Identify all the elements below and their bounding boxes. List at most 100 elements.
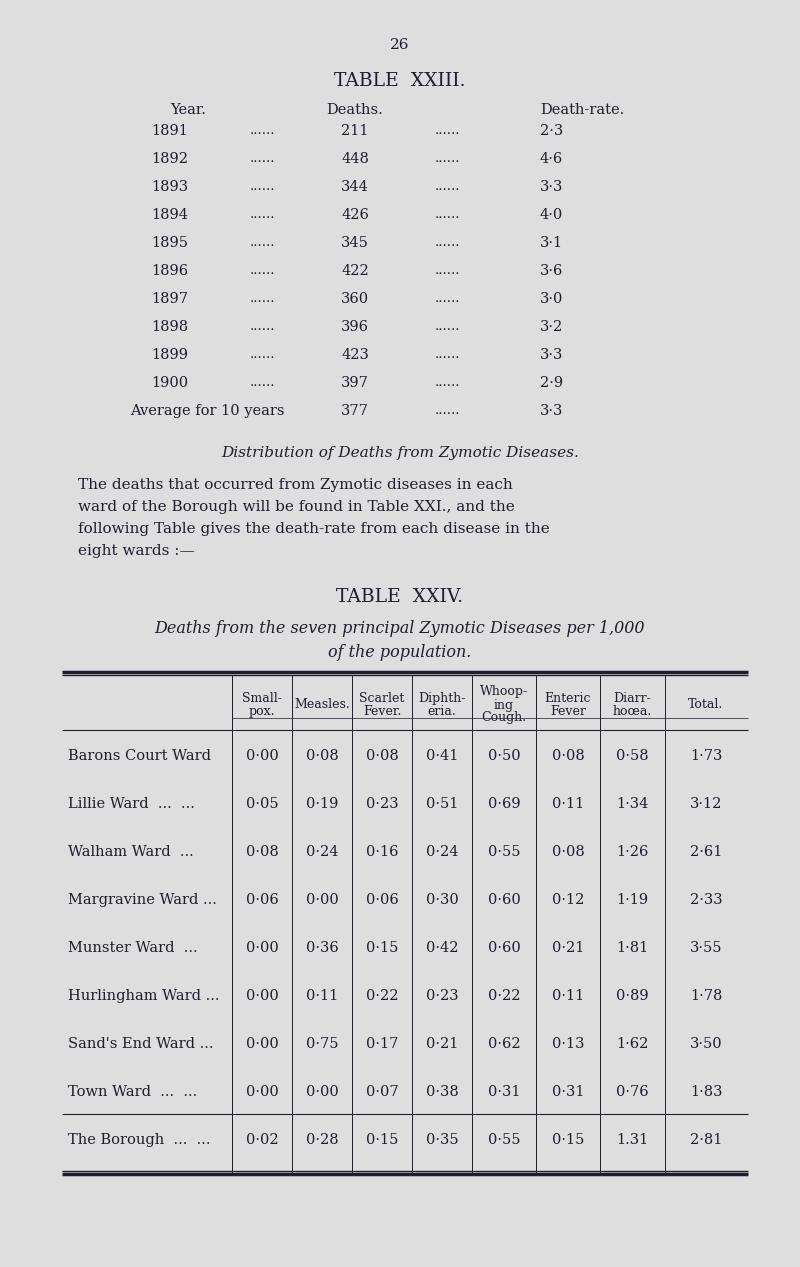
- Text: 0·69: 0·69: [488, 797, 520, 811]
- Text: 0·08: 0·08: [552, 845, 584, 859]
- Text: eight wards :—: eight wards :—: [78, 544, 194, 557]
- Text: Margravine Ward ...: Margravine Ward ...: [68, 893, 217, 907]
- Text: TABLE  XXIV.: TABLE XXIV.: [337, 588, 463, 606]
- Text: 3·3: 3·3: [540, 404, 563, 418]
- Text: hoœa.: hoœa.: [612, 704, 652, 718]
- Text: 0·06: 0·06: [246, 893, 278, 907]
- Text: 0·23: 0·23: [366, 797, 398, 811]
- Text: Munster Ward  ...: Munster Ward ...: [68, 941, 198, 955]
- Text: 0·07: 0·07: [366, 1085, 398, 1098]
- Text: ward of the Borough will be found in Table XXI., and the: ward of the Borough will be found in Tab…: [78, 500, 514, 514]
- Text: pox.: pox.: [249, 704, 275, 718]
- Text: 211: 211: [342, 124, 369, 138]
- Text: 0·51: 0·51: [426, 797, 458, 811]
- Text: 0·06: 0·06: [366, 893, 398, 907]
- Text: 0·31: 0·31: [488, 1085, 520, 1098]
- Text: ......: ......: [250, 236, 275, 250]
- Text: ......: ......: [250, 348, 275, 361]
- Text: 0·15: 0·15: [366, 941, 398, 955]
- Text: Diarr-: Diarr-: [613, 692, 651, 704]
- Text: 0·00: 0·00: [246, 1085, 278, 1098]
- Text: 0·11: 0·11: [552, 990, 584, 1003]
- Text: 0·21: 0·21: [426, 1036, 458, 1052]
- Text: 3·0: 3·0: [540, 291, 563, 307]
- Text: Cough.: Cough.: [482, 712, 526, 725]
- Text: 0·38: 0·38: [426, 1085, 458, 1098]
- Text: Town Ward  ...  ...: Town Ward ... ...: [68, 1085, 198, 1098]
- Text: 344: 344: [341, 180, 369, 194]
- Text: 3·2: 3·2: [540, 321, 563, 334]
- Text: 0·08: 0·08: [366, 749, 398, 763]
- Text: 0·50: 0·50: [488, 749, 520, 763]
- Text: 1900: 1900: [151, 376, 189, 390]
- Text: 2·33: 2·33: [690, 893, 722, 907]
- Text: 0·15: 0·15: [552, 1133, 584, 1147]
- Text: 0·75: 0·75: [306, 1036, 338, 1052]
- Text: 1897: 1897: [151, 291, 189, 307]
- Text: of the population.: of the population.: [328, 644, 472, 661]
- Text: Enteric: Enteric: [545, 692, 591, 704]
- Text: Distribution of Deaths from Zymotic Diseases.: Distribution of Deaths from Zymotic Dise…: [221, 446, 579, 460]
- Text: Sand's End Ward ...: Sand's End Ward ...: [68, 1036, 214, 1052]
- Text: 3·50: 3·50: [690, 1036, 722, 1052]
- Text: 1·78: 1·78: [690, 990, 722, 1003]
- Text: 0·11: 0·11: [552, 797, 584, 811]
- Text: 0·58: 0·58: [616, 749, 648, 763]
- Text: ......: ......: [250, 291, 275, 305]
- Text: Small-: Small-: [242, 692, 282, 704]
- Text: 396: 396: [341, 321, 369, 334]
- Text: 1891: 1891: [151, 124, 189, 138]
- Text: Barons Court Ward: Barons Court Ward: [68, 749, 211, 763]
- Text: 1899: 1899: [151, 348, 189, 362]
- Text: 1·73: 1·73: [690, 749, 722, 763]
- Text: TABLE  XXIII.: TABLE XXIII.: [334, 72, 466, 90]
- Text: 0·00: 0·00: [246, 749, 278, 763]
- Text: 0·12: 0·12: [552, 893, 584, 907]
- Text: ......: ......: [250, 152, 275, 165]
- Text: 3·3: 3·3: [540, 348, 563, 362]
- Text: 1·81: 1·81: [616, 941, 648, 955]
- Text: Diphth-: Diphth-: [418, 692, 466, 704]
- Text: 0·42: 0·42: [426, 941, 458, 955]
- Text: 0·08: 0·08: [306, 749, 338, 763]
- Text: 0·08: 0·08: [246, 845, 278, 859]
- Text: Measles.: Measles.: [294, 698, 350, 712]
- Text: Walham Ward  ...: Walham Ward ...: [68, 845, 194, 859]
- Text: 0·00: 0·00: [246, 941, 278, 955]
- Text: 0·24: 0·24: [306, 845, 338, 859]
- Text: 0·41: 0·41: [426, 749, 458, 763]
- Text: 0·00: 0·00: [306, 1085, 338, 1098]
- Text: 1·34: 1·34: [616, 797, 648, 811]
- Text: eria.: eria.: [428, 704, 456, 718]
- Text: 448: 448: [341, 152, 369, 166]
- Text: ing: ing: [494, 698, 514, 712]
- Text: 0·21: 0·21: [552, 941, 584, 955]
- Text: 360: 360: [341, 291, 369, 307]
- Text: 0·31: 0·31: [552, 1085, 584, 1098]
- Text: 1894: 1894: [151, 208, 189, 222]
- Text: 0·60: 0·60: [488, 941, 520, 955]
- Text: The Borough  ...  ...: The Borough ... ...: [68, 1133, 210, 1147]
- Text: 0·00: 0·00: [246, 990, 278, 1003]
- Text: 26: 26: [390, 38, 410, 52]
- Text: Deaths from the seven principal Zymotic Diseases per 1,000: Deaths from the seven principal Zymotic …: [154, 620, 646, 637]
- Text: 3·55: 3·55: [690, 941, 722, 955]
- Text: ......: ......: [435, 291, 461, 305]
- Text: 4·0: 4·0: [540, 208, 563, 222]
- Text: 1·62: 1·62: [616, 1036, 648, 1052]
- Text: 0·89: 0·89: [616, 990, 648, 1003]
- Text: ......: ......: [250, 264, 275, 277]
- Text: 0·16: 0·16: [366, 845, 398, 859]
- Text: 0·15: 0·15: [366, 1133, 398, 1147]
- Text: 0·76: 0·76: [616, 1085, 648, 1098]
- Text: Year.: Year.: [170, 103, 206, 117]
- Text: 1·26: 1·26: [616, 845, 648, 859]
- Text: Total.: Total.: [688, 698, 724, 712]
- Text: 2·81: 2·81: [690, 1133, 722, 1147]
- Text: ......: ......: [250, 321, 275, 333]
- Text: 0·60: 0·60: [488, 893, 520, 907]
- Text: following Table gives the death-rate from each disease in the: following Table gives the death-rate fro…: [78, 522, 550, 536]
- Text: 0·35: 0·35: [426, 1133, 458, 1147]
- Text: 0·19: 0·19: [306, 797, 338, 811]
- Text: Deaths.: Deaths.: [326, 103, 383, 117]
